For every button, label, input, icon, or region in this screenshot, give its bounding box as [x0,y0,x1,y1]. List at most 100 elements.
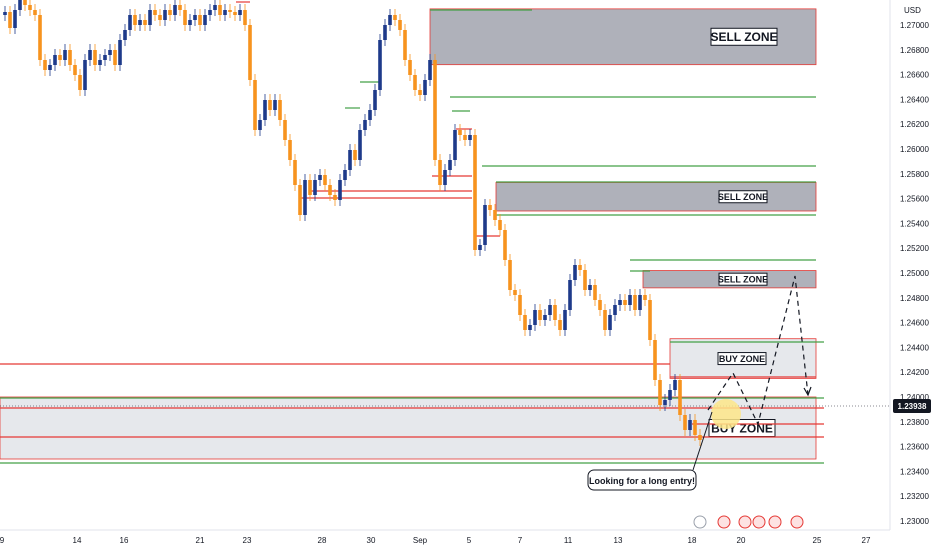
event-flag-icon[interactable] [790,515,804,529]
candle-body [13,10,17,28]
buy-zone-label: BUY ZONE [719,354,765,364]
candle-body [623,300,627,305]
candle-body [328,185,332,195]
candle-body [428,60,432,80]
candle-body [443,170,447,185]
x-tick-label: 28 [318,536,327,545]
candle-body [88,50,92,60]
event-flag-icon[interactable] [768,515,782,529]
candle-body [493,210,497,220]
candle-body [613,305,617,315]
candle-body [318,175,322,180]
candle-body [368,110,372,120]
y-tick-label: 1.24200 [900,368,929,377]
x-tick-label: 7 [518,536,523,545]
buy-zone-box[interactable] [669,338,817,379]
x-tick-label: 20 [737,536,746,545]
candle-body [558,320,562,330]
x-tick-label: Sep [413,536,428,545]
x-tick-label: 9 [0,536,5,545]
candle-body [673,380,677,390]
candle-body [483,205,487,245]
candle-body [648,300,652,340]
candle-body [183,10,187,25]
candle-body [23,0,27,5]
candle-body [298,185,302,215]
candle-body [158,15,162,20]
candle-body [418,90,422,95]
candle-body [308,180,312,195]
candle-body [458,130,462,135]
y-tick-label: 1.26600 [900,71,929,80]
projection-arrow-head [803,386,812,397]
candle-body [113,50,117,65]
candle-body [73,65,77,75]
y-tick-label: 1.23000 [900,517,929,526]
price-axis[interactable]: USD 1.27000 1.26800 1.26600 1.26400 1.26200 1… [889,0,929,530]
candle-body [228,10,232,12]
candle-body [663,400,667,405]
candle-body [68,50,72,65]
candle-body [173,5,177,15]
candle-body [268,100,272,110]
y-tick-label: 1.26800 [900,46,929,55]
x-tick-label: 13 [614,536,623,545]
candle-body [28,5,32,10]
candle-body [8,12,12,28]
candle-body [53,55,57,65]
y-tick-label: 1.25400 [900,219,929,228]
candle-body [213,5,217,10]
projection-line [707,275,809,426]
candle-body [563,310,567,330]
candle-body [143,20,147,25]
event-flag-icon[interactable] [752,515,766,529]
candles-layer [3,0,702,446]
candle-body [128,15,132,30]
candle-body [293,160,297,185]
candle-body [523,315,527,330]
y-tick-label: 1.23400 [900,467,929,476]
candle-body [358,130,362,160]
candle-body [43,60,47,70]
candle-body [118,40,122,65]
event-flag-icon[interactable] [717,515,731,529]
event-flags[interactable] [693,515,804,529]
candle-body [643,295,647,300]
y-tick-label: 1.24800 [900,294,929,303]
candle-body [503,230,507,260]
candle-body [108,50,112,55]
y-tick-label: 1.24400 [900,343,929,352]
y-tick-label: 1.24600 [900,319,929,328]
candle-body [388,15,392,25]
candle-body [348,150,352,170]
event-flag-icon[interactable] [693,515,707,529]
candle-body [353,150,357,160]
x-tick-label: 16 [120,536,129,545]
candle-body [593,285,597,300]
candle-body [138,20,142,25]
candle-body [698,435,702,440]
candle-body [423,80,427,95]
candle-body [378,40,382,90]
candle-body [133,15,137,25]
projection-path [707,275,812,429]
candle-body [198,15,202,25]
candle-body [393,15,397,20]
candle-body [243,10,247,25]
candle-body [533,310,537,325]
candle-body [193,15,197,20]
time-axis[interactable]: 9 14 16 21 23 28 30 Sep 5 7 11 13 18 20 25 27 [0,529,890,545]
candle-body [683,415,687,430]
candle-body [3,12,7,15]
x-tick-label: 23 [243,536,252,545]
last-price-tag: 1.23938 [893,399,931,413]
candle-body [543,315,547,320]
sell-zone-label: SELL ZONE [710,30,777,44]
y-tick-label: 1.25200 [900,244,929,253]
candle-body [258,120,262,130]
candle-body [303,180,307,215]
event-flag-icon[interactable] [738,515,752,529]
candle-body [568,280,572,310]
x-tick-label: 14 [73,536,82,545]
